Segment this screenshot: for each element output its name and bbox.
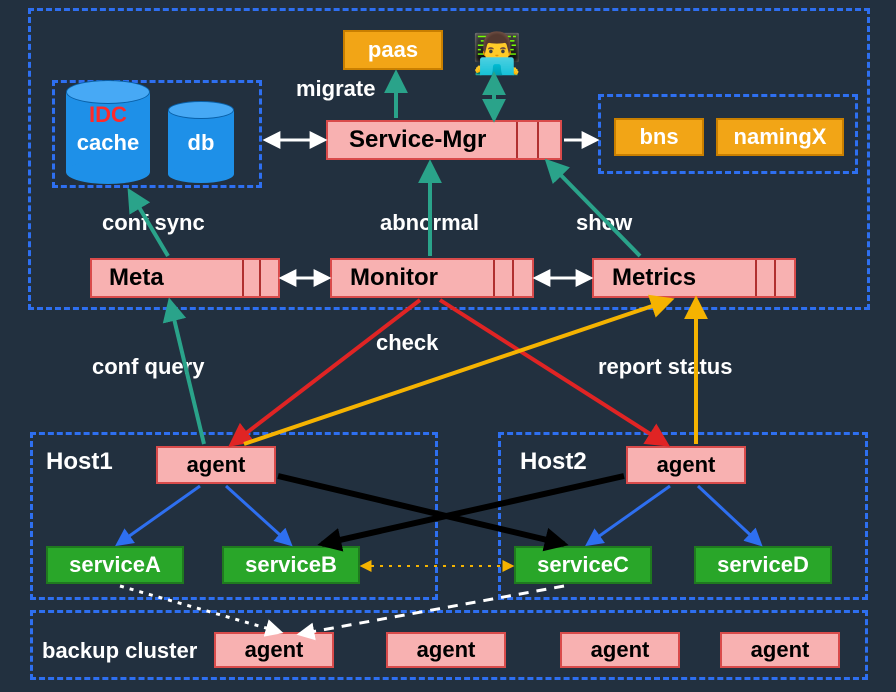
backup-cluster-label: backup cluster [42,638,197,664]
cache-cylinder: IDC cache [66,92,150,172]
user-icon: 👨‍💻 [472,30,522,77]
agent2-node: agent [626,446,746,484]
metrics-label: Metrics [612,264,696,292]
servicea-label: serviceA [69,552,161,578]
report-status-label: report status [598,354,732,380]
host2-label: Host2 [520,448,587,476]
meta-label: Meta [109,264,164,292]
agent1-label: agent [187,452,246,478]
serviceb-node: serviceB [222,546,360,584]
service-mgr-node: Service-Mgr [326,120,562,160]
metrics-node: Metrics [592,258,796,298]
serviceb-label: serviceB [245,552,337,578]
backup-agent2-node: agent [386,632,506,668]
migrate-label: migrate [296,76,375,102]
paas-label: paas [368,37,418,63]
monitor-label: Monitor [350,264,438,292]
conf-sync-label: conf sync [102,210,205,236]
show-label: show [576,210,632,236]
agent1-node: agent [156,446,276,484]
namingx-node: namingX [716,118,844,156]
serviced-node: serviceD [694,546,832,584]
check-label: check [376,330,438,356]
paas-node: paas [343,30,443,70]
service-mgr-label: Service-Mgr [349,126,486,154]
db-label: db [168,130,234,156]
backup-agent2-label: agent [417,637,476,663]
abnormal-label: abnormal [380,210,479,236]
servicec-node: serviceC [514,546,652,584]
meta-node: Meta [90,258,280,298]
conf-query-label: conf query [92,354,204,380]
bns-label: bns [639,124,678,150]
cache-cache-label: cache [66,130,150,156]
serviced-label: serviceD [717,552,809,578]
bns-node: bns [614,118,704,156]
monitor-node: Monitor [330,258,534,298]
check-agent1 [232,300,420,444]
cache-idc-label: IDC [66,102,150,128]
backup-agent4-node: agent [720,632,840,668]
backup-agent1-node: agent [214,632,334,668]
namingx-label: namingX [734,124,827,150]
db-cylinder: db [168,110,234,174]
servicec-label: serviceC [537,552,629,578]
backup-agent3-node: agent [560,632,680,668]
backup-agent1-label: agent [245,637,304,663]
host1-label: Host1 [46,448,113,476]
servicea-node: serviceA [46,546,184,584]
backup-agent4-label: agent [751,637,810,663]
agent2-label: agent [657,452,716,478]
backup-agent3-label: agent [591,637,650,663]
